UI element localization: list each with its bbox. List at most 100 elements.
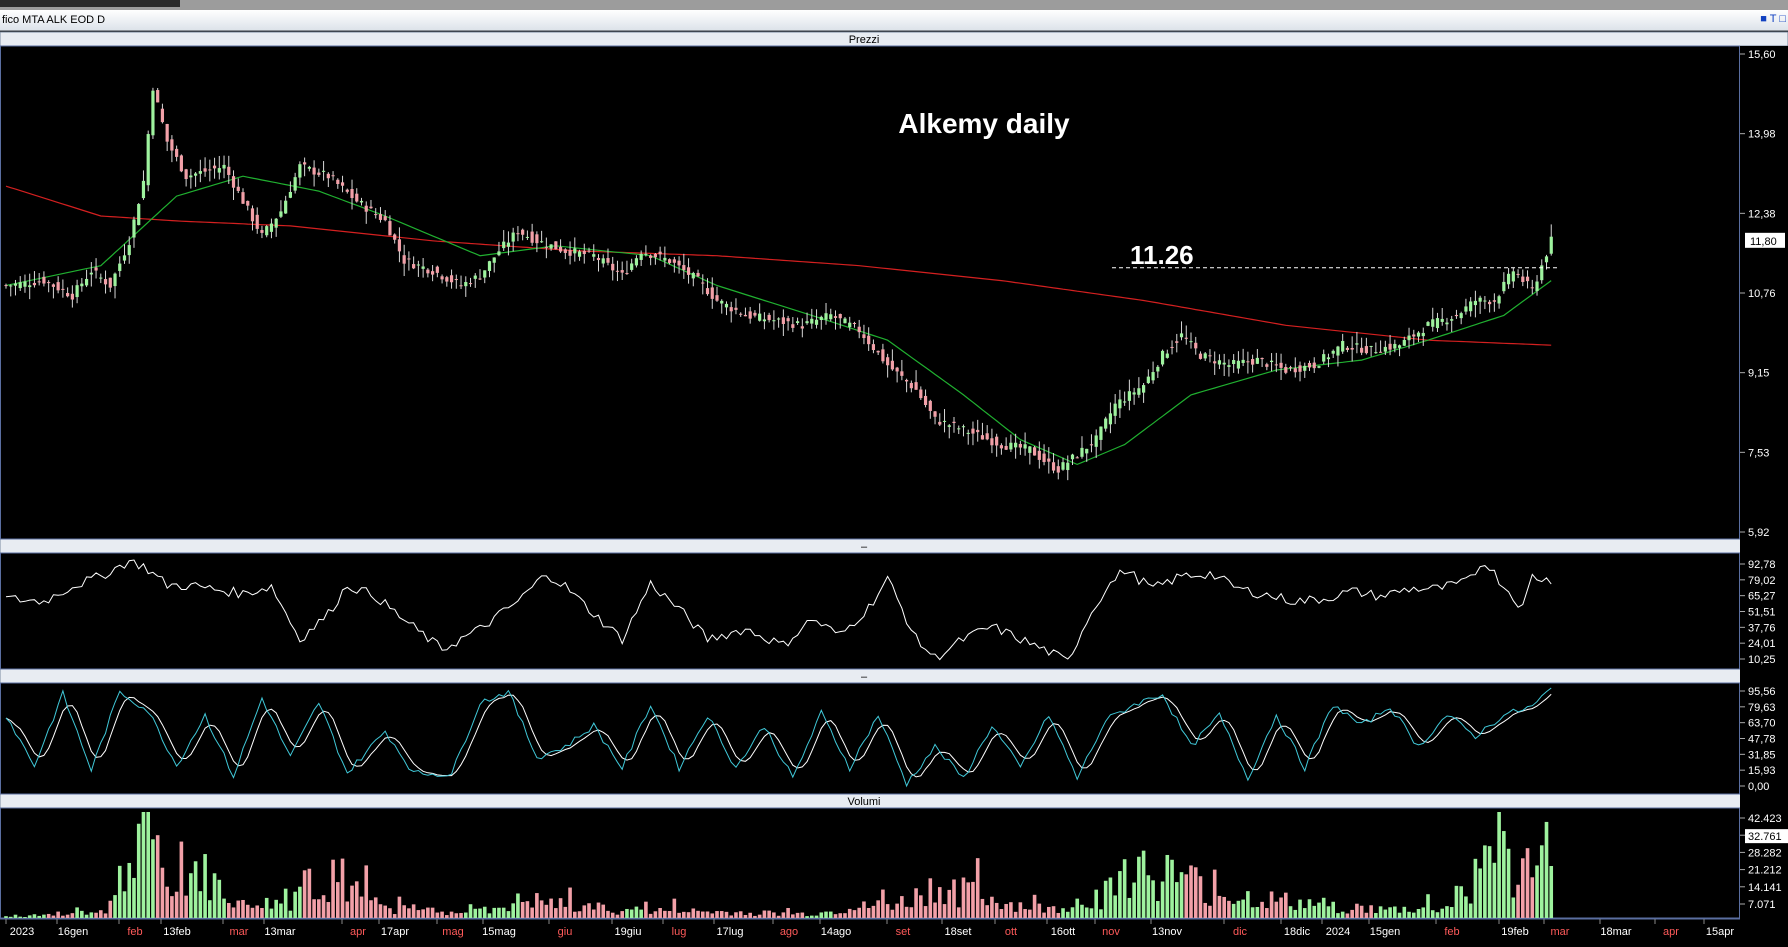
stoch-panel-frame: [0, 682, 1740, 795]
candle-body: [1374, 352, 1378, 354]
candle-body: [1080, 447, 1084, 457]
volume-bar: [800, 912, 805, 918]
volume-bar: [781, 912, 786, 918]
volume-bar: [1506, 848, 1511, 918]
volume-bar: [904, 906, 909, 918]
candle-body: [431, 271, 435, 275]
x-tick-label: feb: [127, 926, 142, 938]
x-tick-label: 13nov: [1152, 926, 1182, 938]
volume-bar: [663, 910, 667, 918]
y-tick-label: 7.071: [1748, 899, 1776, 911]
candle-body: [1492, 300, 1496, 302]
candle-body: [1506, 273, 1511, 285]
candle-body: [928, 400, 932, 411]
volume-bar: [767, 910, 771, 918]
candle-body: [620, 270, 624, 273]
candle-body: [175, 148, 179, 157]
volume-bar: [1468, 903, 1473, 918]
volume-bar: [1449, 907, 1454, 918]
candle-body: [805, 321, 809, 324]
candle-body: [42, 276, 46, 284]
candle-body: [1042, 453, 1046, 463]
volume-bar: [705, 911, 710, 918]
candle-body: [468, 283, 473, 285]
candle-body: [51, 284, 55, 287]
candle-body: [862, 334, 866, 339]
volume-bar: [1174, 882, 1179, 918]
volume-bar: [1075, 898, 1080, 918]
candle-body: [1118, 399, 1122, 409]
candle-body: [1426, 322, 1430, 326]
candle-body: [933, 411, 937, 417]
candle-body: [976, 429, 980, 433]
candle-body: [914, 382, 918, 390]
candle-body: [103, 279, 108, 285]
candle-body: [1108, 413, 1113, 425]
candle-body: [743, 314, 748, 317]
volume-bar: [810, 915, 814, 918]
candle-body: [905, 379, 909, 382]
volume-bar: [274, 899, 278, 918]
candle-body: [445, 277, 449, 282]
volume-bar: [492, 907, 497, 918]
candle-body: [810, 318, 814, 324]
volume-bar: [245, 904, 250, 918]
candle-body: [1255, 357, 1259, 364]
volume-bar: [980, 898, 985, 918]
volume-bar: [1293, 909, 1298, 918]
x-tick-label: apr: [1663, 926, 1679, 938]
candle-body: [374, 214, 378, 216]
x-tick-label: 15gen: [1370, 926, 1401, 938]
volume-bar: [1141, 850, 1146, 918]
volume-bar: [719, 911, 724, 918]
volume-bar: [1084, 907, 1089, 918]
candle-body: [668, 259, 672, 263]
candle-body: [720, 300, 724, 304]
x-tick-label: 2024: [1326, 926, 1350, 938]
volume-bar: [80, 910, 84, 918]
candle-body: [459, 285, 463, 287]
x-tick-label: 17lug: [717, 926, 744, 938]
y-tick-label: 14.141: [1748, 882, 1782, 894]
candle-body: [1431, 319, 1435, 327]
volume-bar: [293, 891, 297, 918]
candle-body: [9, 285, 13, 287]
volume-bar: [260, 907, 264, 918]
volume-bar: [700, 911, 705, 918]
candle-body: [350, 189, 354, 199]
volume-bar: [1312, 905, 1317, 918]
volume-bar: [27, 915, 32, 918]
volume-bar: [847, 908, 852, 918]
volume-bar: [952, 879, 956, 918]
candle-body: [1393, 343, 1397, 349]
candle-body: [819, 316, 823, 321]
volume-bar: [1374, 912, 1378, 918]
candle-body: [1478, 297, 1482, 302]
candle-body: [568, 250, 572, 256]
candle-body: [326, 173, 330, 179]
volume-bar: [392, 914, 397, 918]
window-controls[interactable]: ■ T □: [1760, 13, 1786, 25]
volume-bar: [37, 915, 41, 918]
candle-body: [672, 259, 676, 263]
y-tick-label: 92,78: [1748, 559, 1776, 571]
candle-body: [1189, 341, 1193, 343]
volume-bar: [971, 881, 975, 918]
volume-bar: [843, 913, 847, 918]
candle-body: [890, 360, 894, 370]
candle-body: [1397, 345, 1402, 348]
candle-body: [601, 258, 605, 264]
volume-bar: [1132, 882, 1136, 918]
volume-bar: [326, 902, 331, 918]
candle-body: [525, 236, 529, 238]
candle-body: [478, 278, 482, 280]
candle-body: [1525, 276, 1530, 282]
candle-body: [705, 288, 710, 295]
candle-body: [1412, 334, 1416, 337]
volume-bar: [1483, 845, 1487, 918]
volume-bar: [1402, 906, 1407, 918]
volume-bar: [411, 904, 416, 918]
volume-bar: [838, 913, 843, 918]
volume-bar: [990, 896, 994, 918]
